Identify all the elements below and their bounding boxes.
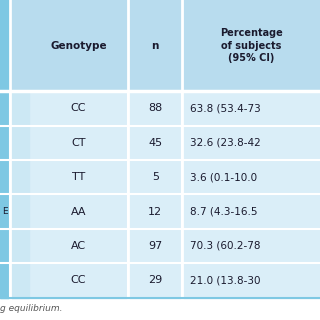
Bar [0, 125, 320, 160]
Text: 88: 88 [148, 103, 162, 113]
Text: CT: CT [71, 138, 86, 148]
Text: E: E [2, 207, 8, 216]
Bar [0, 194, 10, 229]
Text: Genotype: Genotype [50, 41, 107, 51]
Bar [0, 125, 10, 160]
Bar [0, 160, 320, 194]
Text: 8.7 (4.3-16.5: 8.7 (4.3-16.5 [190, 207, 258, 217]
Text: n: n [151, 41, 159, 51]
Text: 29: 29 [148, 276, 162, 285]
Bar [0, 91, 320, 126]
Bar [0, 229, 320, 263]
Bar [0, 0, 10, 91]
Bar [10, 194, 29, 229]
Bar [0, 194, 320, 229]
Text: 63.8 (53.4-73: 63.8 (53.4-73 [190, 103, 261, 113]
Text: 45: 45 [148, 138, 162, 148]
Bar [0, 263, 10, 298]
Text: 21.0 (13.8-30: 21.0 (13.8-30 [190, 276, 261, 285]
Text: 5: 5 [152, 172, 159, 182]
Text: 32.6 (23.8-42: 32.6 (23.8-42 [190, 138, 261, 148]
Text: AC: AC [71, 241, 86, 251]
Text: 97: 97 [148, 241, 162, 251]
Text: AA: AA [71, 207, 86, 217]
Bar [0, 229, 10, 263]
Text: g equilibrium.: g equilibrium. [0, 304, 62, 313]
Text: Percentage
of subjects
(95% CI): Percentage of subjects (95% CI) [220, 28, 283, 63]
Bar [10, 91, 29, 126]
Bar [10, 125, 29, 160]
Bar [10, 229, 29, 263]
Text: CC: CC [71, 103, 86, 113]
Text: TT: TT [72, 172, 85, 182]
Bar [10, 160, 29, 194]
Bar [0, 0, 320, 91]
Text: CC: CC [71, 276, 86, 285]
Text: 3.6 (0.1-10.0: 3.6 (0.1-10.0 [190, 172, 258, 182]
Bar [0, 160, 10, 194]
Bar [10, 263, 29, 298]
Text: 70.3 (60.2-78: 70.3 (60.2-78 [190, 241, 261, 251]
Bar [0, 263, 320, 298]
Text: 12: 12 [148, 207, 162, 217]
Bar [0, 91, 10, 126]
